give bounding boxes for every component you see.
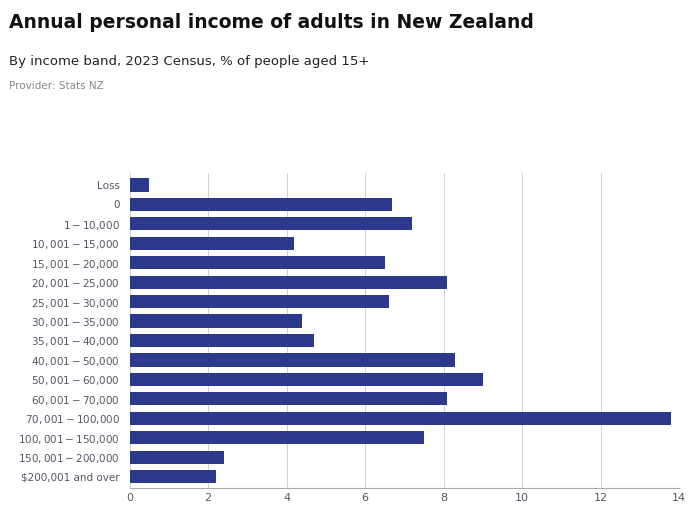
- Bar: [130, 392, 447, 405]
- Bar: [130, 256, 384, 269]
- Text: Annual personal income of adults in New Zealand: Annual personal income of adults in New …: [9, 13, 534, 32]
- Bar: [130, 412, 671, 425]
- Bar: [130, 295, 389, 308]
- Bar: [130, 334, 314, 347]
- Bar: [130, 431, 424, 444]
- Bar: [130, 237, 295, 250]
- Bar: [130, 353, 455, 366]
- Bar: [130, 276, 447, 289]
- Bar: [130, 217, 412, 230]
- Bar: [130, 314, 302, 328]
- Bar: [130, 470, 216, 483]
- Bar: [130, 178, 149, 192]
- Bar: [130, 450, 224, 464]
- Text: figure.nz: figure.nz: [584, 14, 665, 31]
- Text: By income band, 2023 Census, % of people aged 15+: By income band, 2023 Census, % of people…: [9, 55, 370, 68]
- Bar: [130, 373, 483, 386]
- Text: Provider: Stats NZ: Provider: Stats NZ: [9, 81, 104, 91]
- Bar: [130, 198, 393, 211]
